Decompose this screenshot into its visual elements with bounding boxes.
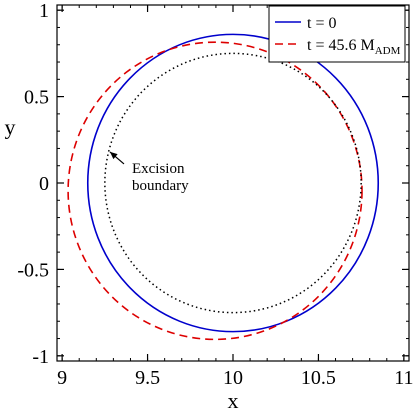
series-curve-0 (86, 33, 380, 333)
legend-box (268, 5, 406, 63)
legend: t = 0 t = 45.6 MADM (268, 5, 406, 63)
annotation-arrow-head (109, 151, 118, 160)
x-tick-label: 10 (223, 367, 243, 389)
legend-label-1: t = 45.6 MADM (307, 37, 401, 57)
x-tick-label: 10.5 (301, 367, 336, 389)
x-axis-label: x (228, 388, 239, 413)
y-tick-label: 0.5 (24, 87, 49, 109)
y-tick-label: -1 (32, 346, 49, 368)
y-tick-label: 0 (39, 173, 49, 195)
y-axis-label: y (5, 115, 16, 140)
plot-area (67, 33, 380, 341)
annotation-text: boundary (132, 178, 189, 194)
y-tick-label: 1 (39, 0, 49, 22)
legend-label-0: t = 0 (307, 15, 336, 32)
annotation-text: Excision (132, 161, 185, 177)
series-curve-1 (67, 41, 363, 341)
series-curve-2 (104, 52, 362, 314)
x-tick-label: 9 (57, 367, 67, 389)
x-tick-label: 9.5 (135, 367, 160, 389)
y-tick-label: -0.5 (17, 259, 49, 281)
x-tick-label: 11 (394, 367, 413, 389)
